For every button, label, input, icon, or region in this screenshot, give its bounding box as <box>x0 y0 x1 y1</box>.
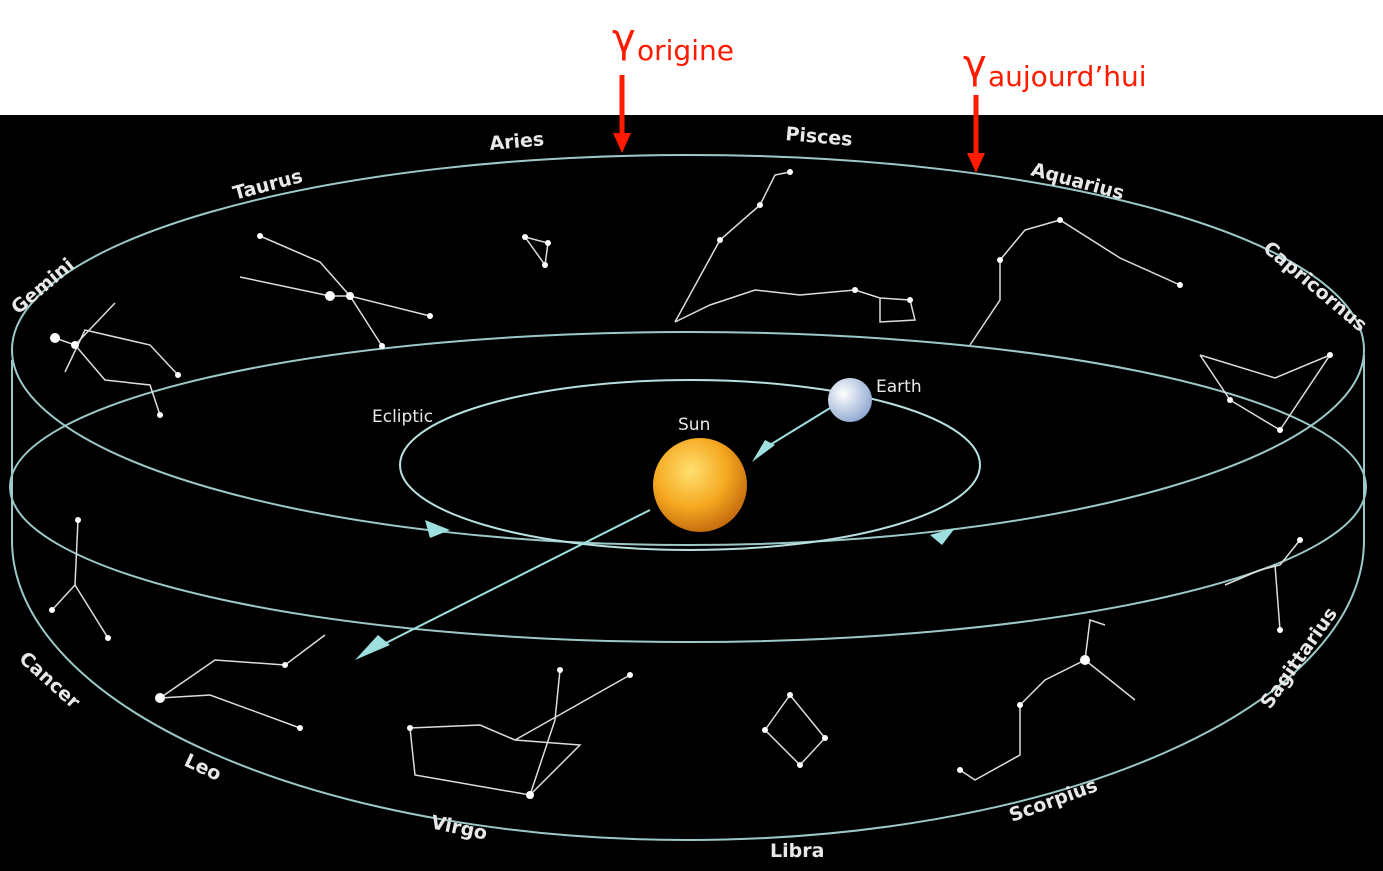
diagram: Sun Earth Ecliptic AriesPiscesAquariusCa… <box>0 0 1383 871</box>
constellation-label: Libra <box>770 840 824 862</box>
gamma-subscript: origine <box>637 34 734 67</box>
page: Sun Earth Ecliptic AriesPiscesAquariusCa… <box>0 0 1383 871</box>
gamma-subscript: aujourd’hui <box>988 60 1147 93</box>
sun <box>653 438 747 532</box>
gamma-symbol: γ <box>612 16 636 62</box>
earth-label: Earth <box>876 377 922 397</box>
earth <box>828 378 872 422</box>
gamma-symbol: γ <box>963 42 987 88</box>
ecliptic-label: Ecliptic <box>372 407 433 427</box>
sun-label: Sun <box>678 415 710 435</box>
